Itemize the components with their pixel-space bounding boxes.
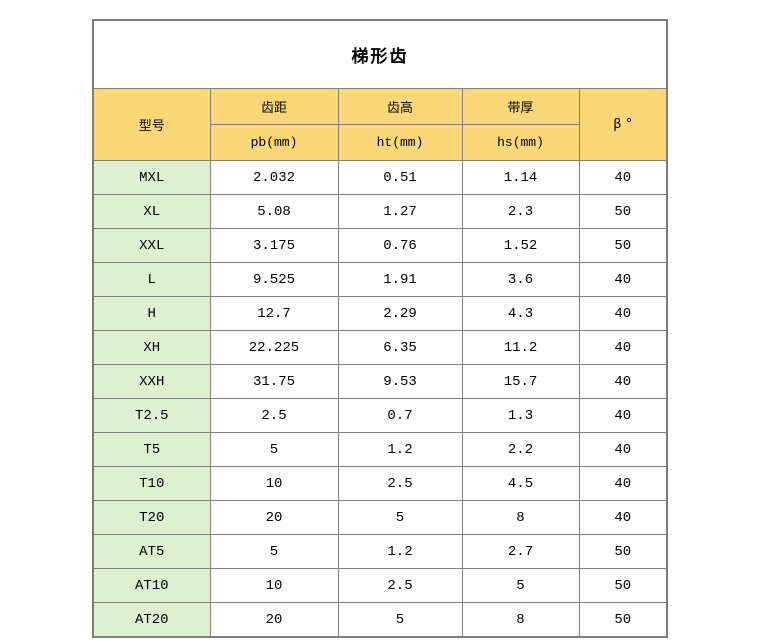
belt-thickness-cell: 2.2: [461, 432, 580, 467]
belt-thickness-cell: 1.3: [461, 398, 580, 433]
pitch-cell: 2.5: [209, 398, 339, 433]
table-title: 梯形齿: [92, 19, 668, 89]
tooth-height-cell: 0.7: [337, 398, 463, 433]
model-cell: H: [92, 296, 211, 331]
beta-angle-cell: 40: [578, 160, 668, 195]
table-row: T2.5 2.5 0.7 1.3 40: [92, 398, 668, 433]
pitch-cell: 20: [209, 602, 339, 638]
table-row: MXL 2.032 0.51 1.14 40: [92, 160, 668, 195]
col-subheader-ht-mm: ht(mm): [337, 124, 463, 161]
pitch-cell: 5.08: [209, 194, 339, 229]
belt-thickness-cell: 4.5: [461, 466, 580, 501]
belt-thickness-cell: 1.14: [461, 160, 580, 195]
pitch-cell: 22.225: [209, 330, 339, 365]
pitch-cell: 31.75: [209, 364, 339, 399]
table-row: L 9.525 1.91 3.6 40: [92, 262, 668, 297]
model-cell: XL: [92, 194, 211, 229]
model-cell: AT10: [92, 568, 211, 603]
table-body: MXL 2.032 0.51 1.14 40 XL 5.08 1.27 2.3 50 XXL 3.17…: [92, 160, 668, 638]
model-cell: T5: [92, 432, 211, 467]
tooth-height-cell: 2.5: [337, 466, 463, 501]
tooth-height-cell: 5: [337, 602, 463, 638]
pitch-cell: 3.175: [209, 228, 339, 263]
table-row: XH 22.225 6.35 11.2 40: [92, 330, 668, 365]
col-header-pitch: 齿距: [209, 88, 339, 125]
pitch-cell: 2.032: [209, 160, 339, 195]
table-row: AT10 10 2.5 5 50: [92, 568, 668, 603]
beta-angle-cell: 50: [578, 194, 668, 229]
table-row: T20 20 5 8 40: [92, 500, 668, 535]
belt-thickness-cell: 2.3: [461, 194, 580, 229]
pitch-cell: 9.525: [209, 262, 339, 297]
belt-thickness-cell: 15.7: [461, 364, 580, 399]
beta-angle-cell: 40: [578, 296, 668, 331]
beta-angle-cell: 40: [578, 466, 668, 501]
header-row-units: pb(mm) ht(mm) hs(mm): [93, 124, 667, 161]
beta-angle-cell: 40: [578, 500, 668, 535]
col-header-belt-thickness: 带厚: [461, 88, 580, 125]
table-row: AT5 5 1.2 2.7 50: [92, 534, 668, 569]
model-cell: L: [92, 262, 211, 297]
tooth-height-cell: 1.91: [337, 262, 463, 297]
tooth-height-cell: 0.51: [337, 160, 463, 195]
model-cell: T2.5: [92, 398, 211, 433]
col-subheader-pb-mm: pb(mm): [209, 124, 339, 161]
pitch-cell: 12.7: [209, 296, 339, 331]
model-cell: XH: [92, 330, 211, 365]
belt-thickness-cell: 4.3: [461, 296, 580, 331]
tooth-height-cell: 0.76: [337, 228, 463, 263]
model-cell: XXL: [92, 228, 211, 263]
tooth-height-cell: 1.2: [337, 534, 463, 569]
tooth-height-cell: 5: [337, 500, 463, 535]
beta-angle-cell: 50: [578, 534, 668, 569]
pitch-cell: 10: [209, 568, 339, 603]
col-header-beta-angle: β °: [578, 88, 668, 161]
belt-thickness-cell: 8: [461, 500, 580, 535]
header-row-groups: 型号 齿距 齿高 带厚 β °: [92, 88, 668, 161]
table-row: AT20 20 5 8 50: [92, 602, 668, 638]
beta-angle-cell: 50: [578, 602, 668, 638]
tooth-height-cell: 6.35: [337, 330, 463, 365]
title-row: 梯形齿: [92, 19, 668, 89]
model-cell: T20: [92, 500, 211, 535]
beta-angle-cell: 40: [578, 398, 668, 433]
tooth-height-cell: 2.29: [337, 296, 463, 331]
pitch-cell: 5: [209, 534, 339, 569]
tooth-height-cell: 1.27: [337, 194, 463, 229]
belt-thickness-cell: 3.6: [461, 262, 580, 297]
model-cell: XXH: [92, 364, 211, 399]
col-header-tooth-height: 齿高: [337, 88, 463, 125]
table-row: H 12.7 2.29 4.3 40: [92, 296, 668, 331]
belt-thickness-cell: 11.2: [461, 330, 580, 365]
belt-thickness-cell: 1.52: [461, 228, 580, 263]
beta-angle-cell: 40: [578, 432, 668, 467]
model-cell: AT5: [92, 534, 211, 569]
beta-angle-cell: 50: [578, 228, 668, 263]
beta-angle-cell: 40: [578, 330, 668, 365]
table-row: T5 5 1.2 2.2 40: [92, 432, 668, 467]
tooth-height-cell: 2.5: [337, 568, 463, 603]
model-cell: T10: [92, 466, 211, 501]
tooth-height-cell: 9.53: [337, 364, 463, 399]
pitch-cell: 10: [209, 466, 339, 501]
table-row: XXL 3.175 0.76 1.52 50: [92, 228, 668, 263]
table-row: T10 10 2.5 4.5 40: [92, 466, 668, 501]
pitch-cell: 20: [209, 500, 339, 535]
table-row: XXH 31.75 9.53 15.7 40: [92, 364, 668, 399]
belt-thickness-cell: 2.7: [461, 534, 580, 569]
trapezoid-tooth-spec-table: 梯形齿 型号 齿距 齿高 带厚 β ° pb(mm) ht(mm) hs(mm)…: [92, 19, 668, 638]
belt-thickness-cell: 5: [461, 568, 580, 603]
beta-angle-cell: 40: [578, 262, 668, 297]
pitch-cell: 5: [209, 432, 339, 467]
beta-angle-cell: 50: [578, 568, 668, 603]
col-header-model: 型号: [92, 88, 211, 161]
col-subheader-hs-mm: hs(mm): [461, 124, 580, 161]
model-cell: MXL: [92, 160, 211, 195]
table-row: XL 5.08 1.27 2.3 50: [92, 194, 668, 229]
belt-thickness-cell: 8: [461, 602, 580, 638]
tooth-height-cell: 1.2: [337, 432, 463, 467]
model-cell: AT20: [92, 602, 211, 638]
beta-angle-cell: 40: [578, 364, 668, 399]
